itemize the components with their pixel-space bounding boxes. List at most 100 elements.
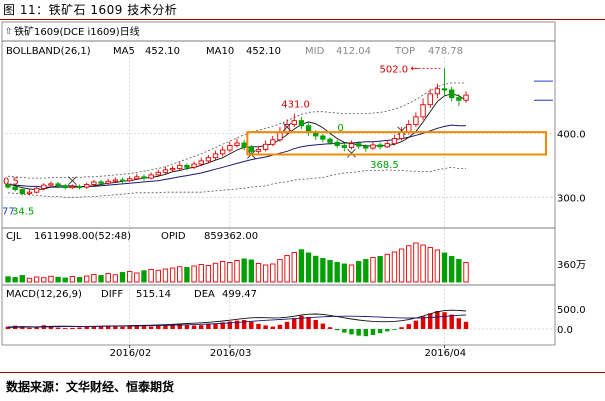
candle-body: [355, 143, 362, 147]
macd-hist-bar: [48, 326, 54, 329]
candle-body: [162, 169, 169, 173]
volume-bar: [119, 272, 126, 283]
candle-body: [112, 179, 119, 182]
candle-body: [62, 185, 68, 189]
candle: [441, 68, 448, 97]
macd-hist-bar: [191, 325, 197, 329]
macd-hist-bar: [113, 326, 118, 329]
candle: [262, 140, 269, 152]
candle: [155, 169, 161, 177]
volume-bar: [134, 272, 140, 283]
candle: [126, 176, 133, 182]
volume-bar: [69, 276, 76, 283]
macd-hist-bar: [184, 324, 190, 329]
title-bar-frame: [1, 21, 556, 42]
cross-marker: [347, 148, 356, 158]
macd-hist-bar: [91, 326, 97, 329]
volume-bar: [327, 260, 333, 283]
candle-body: [41, 184, 47, 189]
candle: [270, 135, 276, 147]
volume-bar: [270, 263, 276, 283]
candle-body: [169, 168, 176, 171]
macd-hist-bar: [370, 329, 376, 335]
candle-body: [341, 145, 348, 148]
volume-bar: [162, 268, 169, 283]
macd-hist-bar: [20, 327, 25, 329]
candle: [355, 141, 362, 149]
macd-hist-bar: [148, 326, 154, 329]
candle: [327, 137, 333, 145]
candle-body: [370, 144, 376, 149]
candle: [48, 181, 54, 187]
volume-bar: [420, 244, 426, 283]
candle-body: [105, 180, 111, 184]
volume-bar: [248, 259, 254, 283]
volume-bar: [19, 275, 25, 283]
macd-hist-bar: [256, 323, 261, 329]
volume-bar: [427, 247, 433, 283]
title-rule: [0, 19, 605, 20]
volume-bar: [55, 276, 61, 283]
candle: [291, 113, 297, 128]
candle-body: [33, 187, 40, 193]
chart-title-group[interactable]: ⇧ 铁矿1609(DCE i1609)日线: [5, 25, 140, 38]
candle: [33, 187, 40, 194]
volume-bar: [105, 273, 111, 283]
macd-hist-bar: [84, 326, 89, 329]
macd-hist-bar: [5, 326, 11, 329]
x-tick-label: 2016/03: [210, 348, 252, 359]
candle: [76, 184, 83, 190]
macd-hist-bar: [299, 315, 304, 329]
macd-bars: [2, 309, 555, 337]
volume-bar: [141, 270, 147, 283]
macd-hist-bar: [156, 325, 161, 329]
candle: [191, 161, 197, 170]
bottom-rule: [0, 372, 605, 373]
volume-bar: [441, 252, 448, 283]
candle: [348, 140, 355, 150]
candle-body: [84, 184, 90, 188]
volume-bar: [341, 263, 348, 283]
volume-bar: [220, 261, 226, 283]
candle: [112, 177, 119, 183]
lower-band-line: [7, 166, 466, 198]
volume-bar: [305, 252, 312, 283]
macd-hist-bar: [63, 328, 68, 329]
candle-body: [420, 104, 426, 118]
candle: [119, 177, 126, 184]
top-value: 478.78: [428, 46, 463, 57]
candle: [434, 83, 441, 99]
volume-bar: [363, 259, 369, 283]
candle-body: [441, 88, 448, 91]
candle-body: [413, 116, 419, 125]
chart-title: 铁矿1609(DCE i1609)日线: [14, 25, 140, 38]
candle: [220, 146, 226, 157]
volume-bar: [320, 258, 326, 283]
candle-body: [212, 153, 219, 159]
candle-body: [155, 171, 161, 176]
candle: [41, 183, 47, 191]
macd-hist-bar: [199, 325, 204, 329]
candle: [12, 185, 18, 192]
expand-icon[interactable]: ⇧: [5, 27, 13, 37]
candle-body: [205, 157, 212, 162]
candle: [463, 91, 469, 103]
candle-body: [227, 145, 233, 151]
low-annotation: 368.5: [370, 160, 399, 171]
volume-bar: [198, 264, 204, 283]
candle: [277, 127, 283, 142]
candle-body: [26, 191, 33, 194]
macd-hist-bar: [177, 324, 182, 329]
boll-indicator-label: BOLLBAND(26,1): [6, 46, 91, 57]
candle-body: [134, 176, 140, 180]
diff-label: DIFF: [101, 289, 123, 300]
candle-body: [377, 144, 383, 148]
upper-band-line: [7, 82, 466, 179]
candle: [26, 189, 33, 196]
macd-hist-bar: [27, 327, 32, 329]
volume-bar: [5, 276, 11, 283]
macd-hist-bar: [284, 321, 290, 329]
candlestick-chart: ⇧ 铁矿1609(DCE i1609)日线 BOLLBAND(26,1) MA5…: [1, 21, 586, 359]
macd-hist-bar: [249, 321, 254, 329]
volume-bar: [62, 277, 68, 283]
